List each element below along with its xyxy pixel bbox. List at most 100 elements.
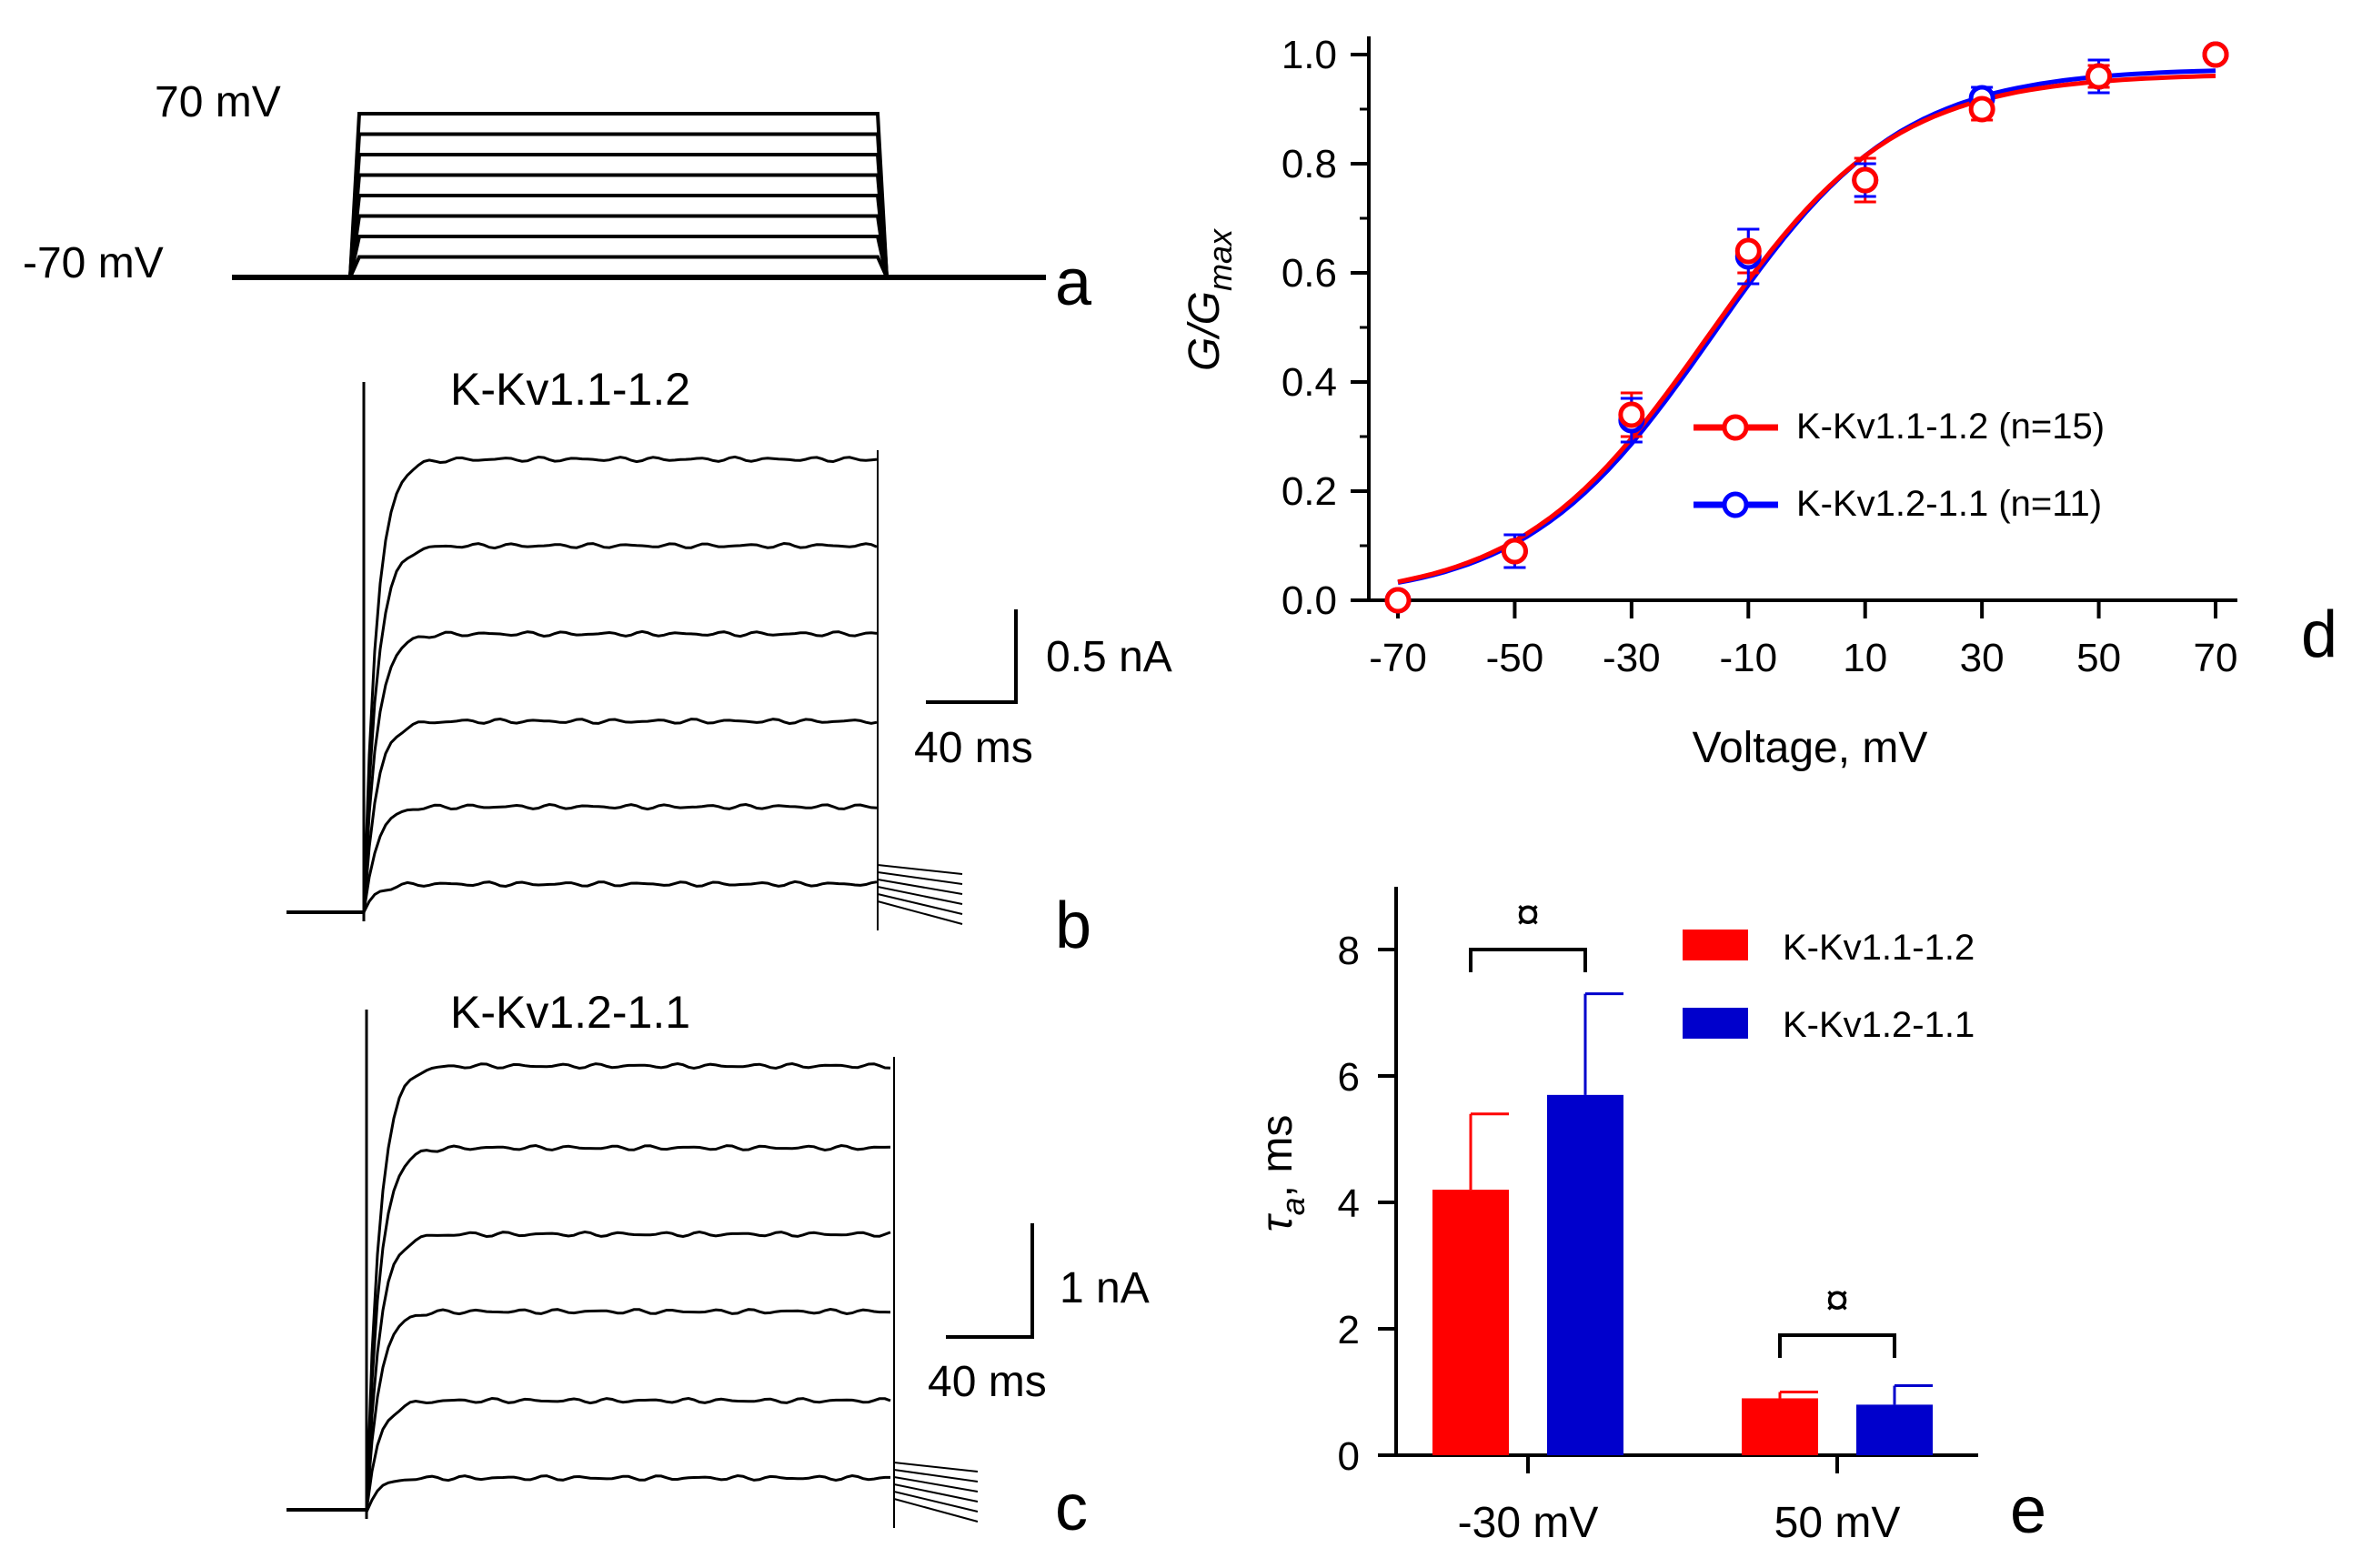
bar xyxy=(1742,1398,1818,1455)
legend-label-series-1: K-Kv1.1-1.2 (n=15) xyxy=(1796,407,2105,447)
chart-d-x-axis-title: Voltage, mV xyxy=(1693,724,1928,772)
current-traces-b xyxy=(286,382,963,930)
legend-label-series-2: K-Kv1.2-1.1 (n=11) xyxy=(1796,484,2102,524)
b-tail-current xyxy=(877,886,963,905)
panel-letter-b: b xyxy=(1055,890,1091,962)
chart-d-fit-curves xyxy=(1397,68,2216,586)
x-tick-label: 50 xyxy=(2076,636,2121,680)
legend-marker-1 xyxy=(1722,414,1749,441)
c-trace xyxy=(365,1396,891,1512)
significance-mark: ¤ xyxy=(1825,1277,1850,1325)
c-trace xyxy=(365,1307,891,1510)
panel-c-traces: K-Kv1.2-1.1 1 nA 40 ms c xyxy=(286,987,1150,1544)
y-tick-label: 6 xyxy=(1338,1055,1360,1100)
data-point xyxy=(1968,95,1995,123)
bar xyxy=(1547,1094,1623,1455)
y-tick-label: 2 xyxy=(1338,1308,1360,1352)
chart-e-y-axis-title: τa, ms xyxy=(1253,1115,1312,1232)
chart-e-significance: ¤¤ xyxy=(1469,891,1896,1358)
y-tick-label: 0.2 xyxy=(1282,469,1337,514)
x-tick-label: -50 xyxy=(1486,636,1544,680)
panel-letter-d: d xyxy=(2301,598,2337,671)
data-point xyxy=(2086,63,2113,90)
y-title-main: G/G xyxy=(1181,291,1229,371)
scale-label-current-b: 0.5 nA xyxy=(1046,633,1172,681)
significance-mark: ¤ xyxy=(1516,891,1541,940)
bar xyxy=(1856,1404,1933,1455)
panel-letter-a: a xyxy=(1055,246,1092,319)
b-tail-current xyxy=(877,893,963,915)
panel-letter-c: c xyxy=(1055,1472,1088,1544)
y-tick-label: 0.6 xyxy=(1282,251,1337,296)
c-tail-current xyxy=(893,1483,979,1503)
c-trace xyxy=(365,1143,891,1510)
legend-label-bar-2: K-Kv1.2-1.1 xyxy=(1783,1005,1975,1045)
b-tail-current xyxy=(877,879,963,895)
c-tail-current xyxy=(893,1491,979,1513)
x-category-label: -30 mV xyxy=(1458,1499,1599,1547)
panel-d-chart: -70 -50 -30 -10 10 30 50 70 0.0 0.2 0.4 0.6 0.8 1.0 K… xyxy=(1181,33,2337,772)
x-tick-label: -30 xyxy=(1603,636,1661,680)
chart-e-legend: K-Kv1.1-1.2 K-Kv1.2-1.1 xyxy=(1683,928,1975,1045)
c-trace xyxy=(365,1061,891,1510)
panel-letter-e: e xyxy=(2010,1474,2046,1547)
b-tail-current xyxy=(877,871,963,885)
x-tick-label: -10 xyxy=(1719,636,1777,680)
data-point xyxy=(2202,41,2229,68)
chart-d-axes: -70 -50 -30 -10 10 30 50 70 0.0 0.2 0.4 0.6 0.8 1.0 xyxy=(1282,33,2238,680)
data-point xyxy=(1618,401,1645,428)
c-trace xyxy=(365,1230,891,1511)
chart-d-points xyxy=(1384,41,2229,614)
current-traces-c xyxy=(286,1010,979,1528)
data-point xyxy=(1384,587,1412,614)
protocol-top-label: 70 mV xyxy=(155,78,281,126)
y-tick-label: 0.0 xyxy=(1282,578,1337,623)
c-trace xyxy=(365,1473,890,1513)
chart-d-y-axis-title: G/Gmax xyxy=(1181,227,1239,371)
scale-label-current-c: 1 nA xyxy=(1060,1264,1150,1312)
protocol-step xyxy=(348,173,889,278)
legend-swatch-red xyxy=(1683,930,1748,960)
y-tick-label: 0.4 xyxy=(1282,360,1337,405)
b-trace xyxy=(362,717,878,914)
b-trace xyxy=(362,879,878,913)
x-category-label: 50 mV xyxy=(1774,1499,1901,1547)
protocol-step xyxy=(348,112,889,278)
trace-title-b: K-Kv1.1-1.2 xyxy=(450,364,690,415)
y-tick-label: 4 xyxy=(1338,1181,1360,1226)
protocol-step xyxy=(348,255,889,278)
significance-bracket xyxy=(1469,948,1587,972)
x-tick-label: 70 xyxy=(2194,636,2238,680)
y-title-sub: max xyxy=(1201,227,1239,291)
x-tick-label: 30 xyxy=(1960,636,2005,680)
b-tail-current xyxy=(877,900,963,925)
b-tail-current xyxy=(877,864,963,875)
y-tick-label: 0.8 xyxy=(1282,142,1337,186)
c-tail-current xyxy=(893,1498,979,1523)
c-tail-current xyxy=(893,1462,979,1473)
data-point xyxy=(1501,538,1528,565)
scale-label-time-b: 40 ms xyxy=(914,724,1033,772)
legend-marker-2 xyxy=(1722,491,1749,518)
x-tick-label: 10 xyxy=(1843,636,1887,680)
panel-a-protocol: 70 mV -70 mV a xyxy=(23,78,1092,319)
data-point xyxy=(1734,237,1762,265)
fit-curve xyxy=(1397,74,2216,585)
protocol-steps xyxy=(232,112,1046,280)
y-tick-label: 1.0 xyxy=(1282,33,1337,77)
b-trace xyxy=(362,541,878,912)
legend-swatch-blue xyxy=(1683,1008,1748,1039)
protocol-step xyxy=(348,214,889,278)
protocol-bottom-label: -70 mV xyxy=(23,239,164,287)
y-title-unit: , ms xyxy=(1253,1115,1302,1198)
y-tick-label: 0 xyxy=(1338,1434,1360,1479)
data-point xyxy=(1852,166,1879,194)
c-tail-current xyxy=(893,1476,979,1493)
y-title-tau-sub: a xyxy=(1274,1197,1312,1215)
chart-e-bars xyxy=(1432,992,1933,1455)
b-trace xyxy=(362,802,878,912)
b-trace xyxy=(362,455,878,915)
bar xyxy=(1432,1190,1509,1455)
